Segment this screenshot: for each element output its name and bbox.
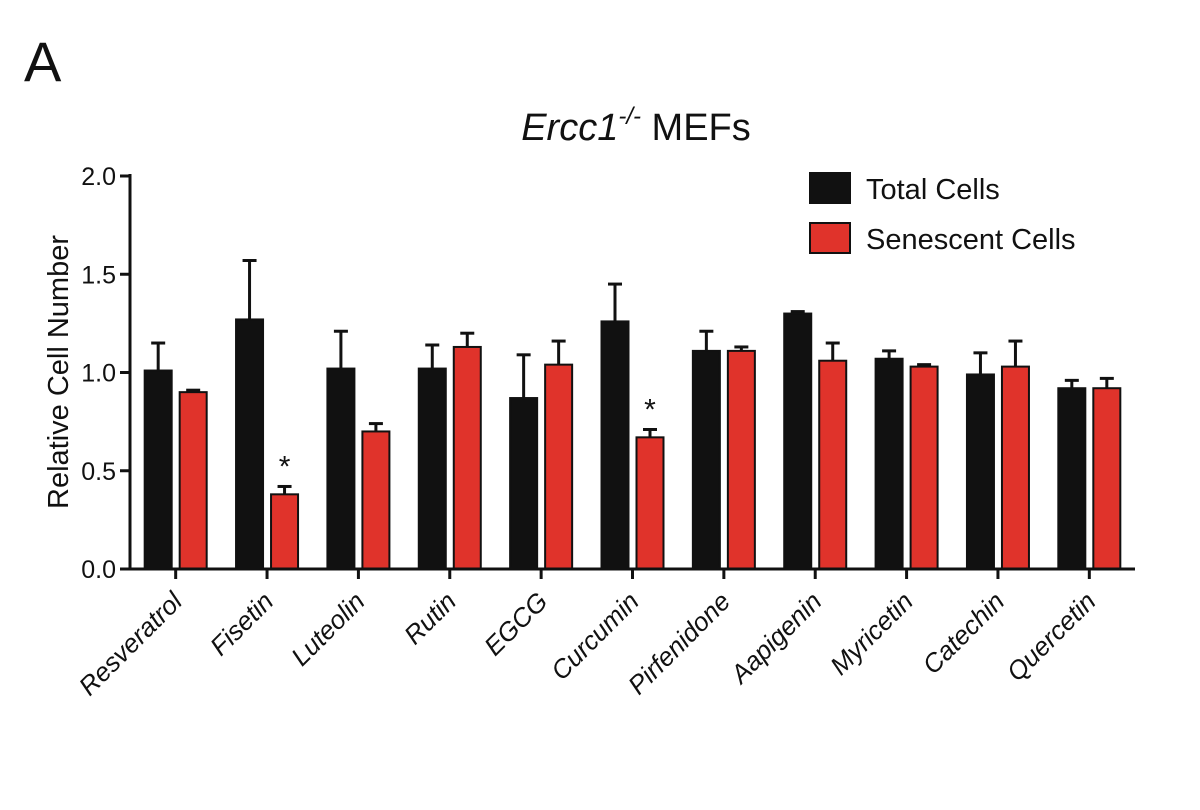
bar [178, 391, 208, 570]
chart-title-superscript: -/- [618, 103, 641, 130]
bar [691, 349, 721, 571]
bar [818, 359, 848, 570]
bar [726, 349, 756, 571]
significance-marker: * [279, 450, 291, 483]
bars: ** [143, 258, 1122, 571]
y-tick-label: 1.0 [81, 360, 116, 388]
bar [1092, 387, 1122, 570]
panel-label: A [24, 30, 62, 93]
significance-marker: * [644, 393, 656, 426]
x-tick-label: Rutin [398, 586, 462, 650]
bar [143, 369, 173, 570]
y-tick-label: 0.5 [81, 458, 116, 486]
legend-label: Total Cells [866, 174, 1000, 206]
bar [544, 363, 574, 571]
bar [600, 320, 630, 570]
x-tick-label: Quercetin [1001, 586, 1102, 687]
bar [1000, 365, 1030, 571]
legend-label: Senescent Cells [866, 224, 1076, 256]
bar [635, 436, 665, 570]
bar [965, 373, 995, 570]
bar [270, 493, 300, 570]
bar [361, 430, 391, 571]
bar [509, 397, 539, 571]
x-tick-label: Fisetin [204, 586, 279, 661]
x-tick-label: Aapigenin [723, 586, 827, 690]
legend: Total Cells Senescent Cells [809, 172, 1076, 256]
x-tick-label: EGCG [478, 586, 553, 661]
y-axis-label: Relative Cell Number [43, 235, 75, 509]
x-tick-label: Myricetin [824, 586, 919, 681]
chart-title-suffix: MEFs [641, 107, 751, 149]
legend-swatch [809, 172, 851, 204]
y-tick-label: 1.5 [81, 261, 116, 289]
legend-swatch [809, 222, 851, 254]
bar [909, 365, 939, 571]
y-tick-label: 0.0 [81, 556, 116, 584]
chart-title: Ercc1-/- MEFs [521, 103, 751, 149]
chart-title-main: Ercc1 [521, 107, 618, 149]
bar [452, 345, 482, 570]
y-axis: 0.0 0.5 1.0 1.5 2.0 [81, 163, 132, 584]
bar [783, 312, 813, 570]
bar [874, 357, 904, 570]
x-axis: Resveratrol Fisetin Luteolin Rutin EGCGCurcu… [73, 567, 1135, 701]
bar [326, 367, 356, 570]
x-tick-label: Catechin [916, 586, 1010, 680]
x-tick-label: Luteolin [285, 586, 371, 672]
y-tick-label: 2.0 [81, 163, 116, 191]
bar [417, 367, 447, 570]
x-tick-label: Resveratrol [73, 585, 189, 701]
bar [235, 318, 265, 570]
bar [1057, 387, 1087, 570]
